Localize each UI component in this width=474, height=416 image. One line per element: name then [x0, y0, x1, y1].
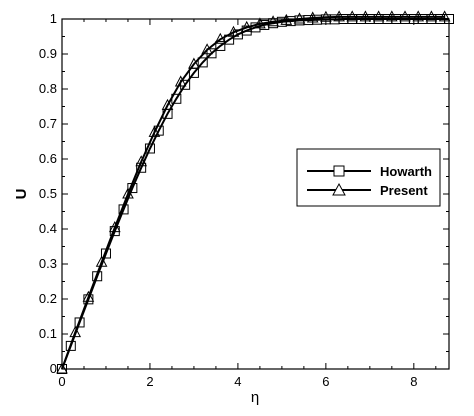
- point-present: [227, 25, 240, 37]
- y-tick-label: 0.1: [39, 326, 57, 341]
- point-howarth: [180, 79, 191, 90]
- point-present: [399, 10, 411, 22]
- point-present: [333, 10, 345, 22]
- point-howarth: [65, 340, 76, 351]
- x-axis-label: η: [251, 389, 259, 406]
- point-present: [320, 10, 332, 22]
- point-present: [438, 10, 451, 22]
- point-present: [385, 10, 398, 22]
- legend-box: [296, 148, 441, 207]
- legend-marker-triangle: [332, 182, 346, 196]
- legend: Howarth Present: [296, 148, 441, 207]
- point-present: [135, 155, 148, 167]
- point-howarth: [215, 40, 226, 51]
- y-tick-label: 0: [50, 361, 57, 376]
- point-present: [425, 10, 438, 22]
- point-present: [161, 98, 174, 110]
- point-present: [359, 10, 372, 22]
- point-present: [267, 15, 279, 27]
- y-axis-label: U: [13, 189, 30, 200]
- point-present: [95, 255, 108, 267]
- point-present: [56, 362, 68, 374]
- point-present: [69, 326, 82, 338]
- point-present: [148, 125, 161, 137]
- point-present: [240, 20, 253, 32]
- point-present: [201, 43, 213, 55]
- legend-label-howarth: Howarth: [380, 164, 432, 179]
- y-tick-label: 0.3: [39, 256, 57, 271]
- y-tick-label: 0.2: [39, 291, 57, 306]
- point-howarth: [74, 317, 85, 328]
- point-present: [214, 32, 227, 44]
- x-tick-label: 2: [146, 374, 153, 389]
- point-present: [412, 10, 425, 22]
- point-present: [306, 11, 319, 23]
- point-present: [346, 10, 359, 22]
- point-present: [293, 12, 306, 24]
- point-present: [188, 57, 200, 69]
- legend-item-howarth: Howarth: [307, 164, 432, 179]
- series-line-present: [61, 15, 445, 370]
- y-tick-label: 0.5: [39, 186, 57, 201]
- point-present: [372, 10, 385, 22]
- legend-item-present: Present: [307, 182, 428, 198]
- y-tick-label: 0.7: [39, 116, 57, 131]
- point-howarth: [197, 57, 208, 68]
- x-tick-label: 8: [410, 374, 417, 389]
- x-tick-label: 6: [322, 374, 329, 389]
- point-present: [122, 187, 134, 199]
- x-tick-label: 0: [58, 374, 65, 389]
- plot-frame: [61, 18, 450, 370]
- x-tick-label: 4: [234, 374, 241, 389]
- point-present: [108, 221, 121, 233]
- y-tick-label: 0.6: [39, 151, 57, 166]
- legend-label-present: Present: [380, 183, 428, 198]
- y-tick-label: 0.8: [39, 81, 57, 96]
- y-tick-label: 0.9: [39, 46, 57, 61]
- y-tick-label: 1: [50, 11, 57, 26]
- point-present: [82, 290, 95, 302]
- y-tick-label: 0.4: [39, 221, 57, 236]
- point-present: [254, 17, 266, 29]
- point-present: [174, 75, 187, 87]
- point-present: [280, 13, 293, 25]
- legend-marker-square: [333, 165, 345, 177]
- axis-ticks: 0 2 4 6 8 0 0.1 0.2 0.3 0.4 0.5 0.6 0.7 0.8 0.9 1: [39, 11, 449, 389]
